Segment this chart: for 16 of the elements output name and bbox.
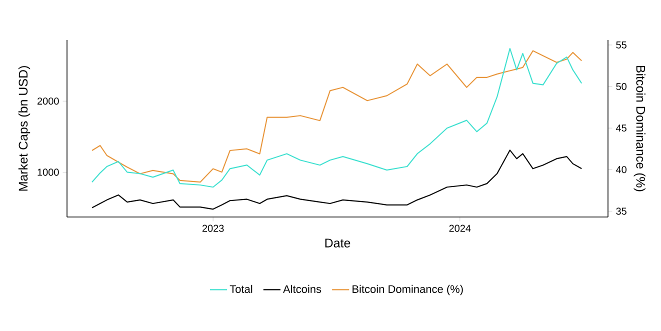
y-axis-title: Market Caps (bn USD) xyxy=(18,66,30,191)
legend-label: Bitcoin Dominance (%) xyxy=(352,284,463,296)
y-tick-label: 2000 xyxy=(37,98,59,105)
legend-label: Altcoins xyxy=(283,284,322,293)
y2-tick-label: 55 xyxy=(616,41,626,48)
legend-label: Total xyxy=(230,284,252,293)
x-tick-label: 2023 xyxy=(202,224,224,232)
y2-tick-label: 35 xyxy=(616,208,626,215)
y2-tick-label: 50 xyxy=(616,82,626,90)
y2-tick-label: 45 xyxy=(616,124,626,132)
y2-axis-title: Bitcoin Dominance (%) xyxy=(634,66,646,192)
x-axis-title: Date xyxy=(325,238,350,248)
y-tick-label: 1000 xyxy=(38,168,59,176)
line-series xyxy=(91,150,582,210)
x-tick-label: 2024 xyxy=(449,224,471,232)
y2-tick-label: 40 xyxy=(616,166,626,174)
